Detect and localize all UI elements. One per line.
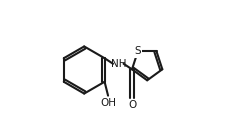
Text: NH: NH xyxy=(110,59,126,69)
Text: OH: OH xyxy=(101,98,117,108)
Text: S: S xyxy=(135,46,141,56)
Text: O: O xyxy=(128,101,136,110)
